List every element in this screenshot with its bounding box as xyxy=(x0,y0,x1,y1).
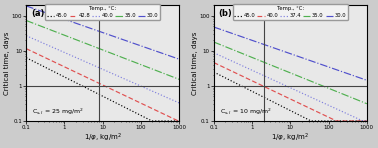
Y-axis label: Critical time, days: Critical time, days xyxy=(192,32,198,95)
Text: (b): (b) xyxy=(218,9,232,18)
Legend: 45.0, 42.8, 40.0, 35.0, 30.0: 45.0, 42.8, 40.0, 35.0, 30.0 xyxy=(45,4,160,20)
X-axis label: 1/$\varphi$, kg/m$^2$: 1/$\varphi$, kg/m$^2$ xyxy=(271,132,310,144)
Text: C$_{s,l}$ = 10 mg/m$^2$: C$_{s,l}$ = 10 mg/m$^2$ xyxy=(220,107,272,116)
X-axis label: 1/$\varphi$, kg/m$^2$: 1/$\varphi$, kg/m$^2$ xyxy=(84,132,122,144)
Y-axis label: Critical time, days: Critical time, days xyxy=(4,32,10,95)
Text: (a): (a) xyxy=(31,9,44,18)
Legend: 45.0, 40.0, 37.4, 35.0, 30.0: 45.0, 40.0, 37.4, 35.0, 30.0 xyxy=(233,4,348,20)
Text: C$_{s,l}$ = 25 mg/m$^2$: C$_{s,l}$ = 25 mg/m$^2$ xyxy=(33,107,84,116)
